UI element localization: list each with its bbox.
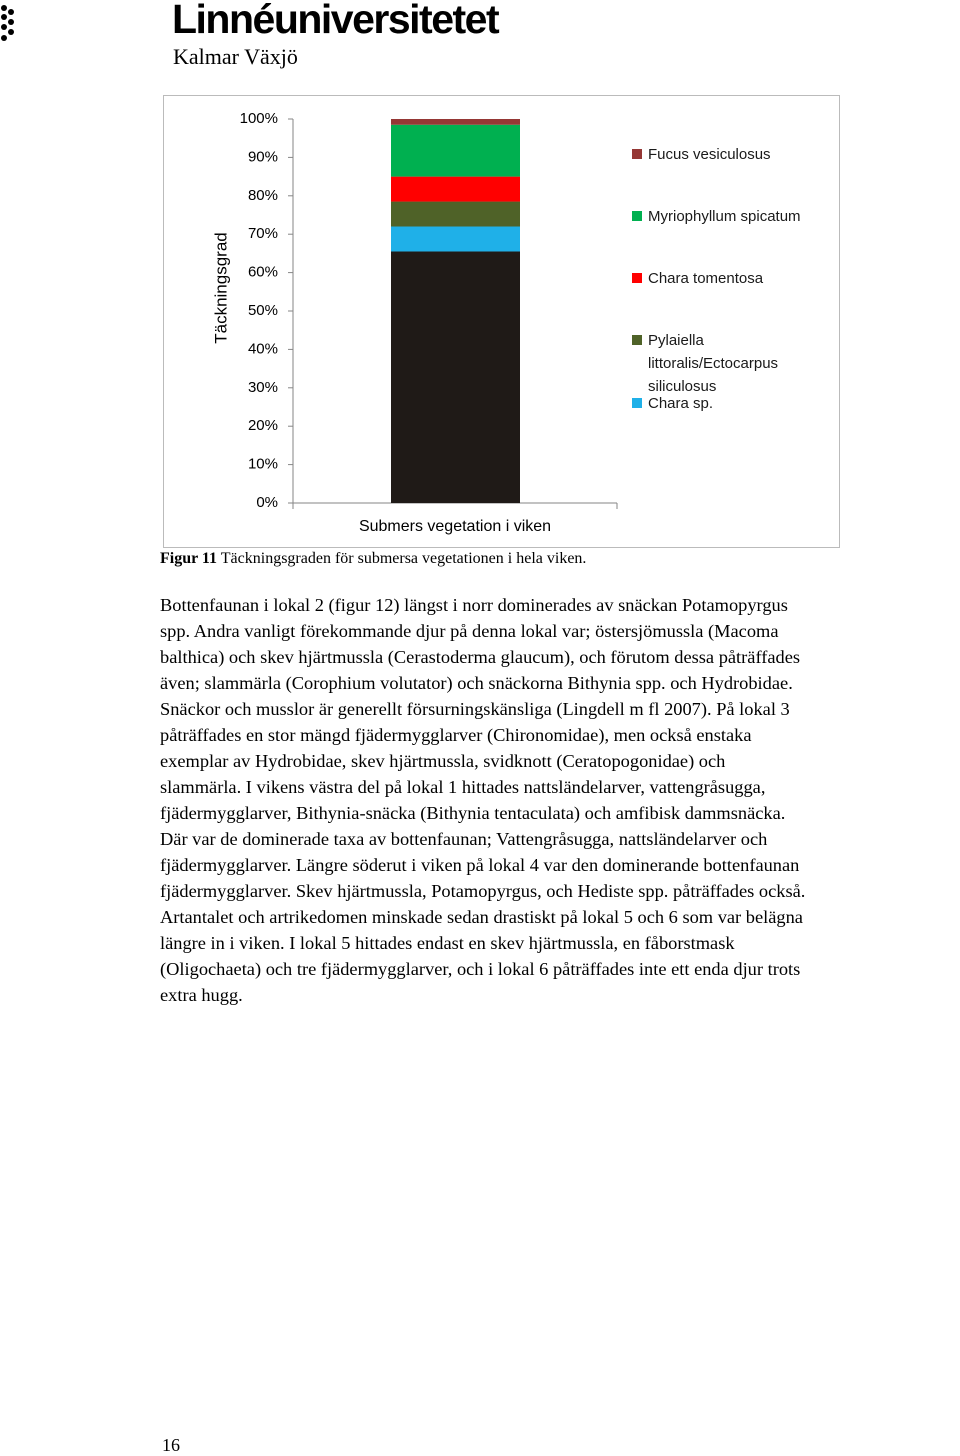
bar-segment bbox=[391, 251, 520, 503]
bar-segment bbox=[391, 176, 520, 202]
y-axis-title: Täckningsgrad bbox=[211, 232, 230, 344]
y-tick-label: 40% bbox=[248, 340, 278, 357]
logo-text: Linnéuniversitetet bbox=[172, 0, 500, 42]
text-line: fjädermygglarver. Längre söderut i viken… bbox=[160, 855, 800, 875]
y-tick-label: 20% bbox=[248, 417, 278, 434]
legend-swatch bbox=[632, 211, 642, 221]
bar-segment bbox=[391, 226, 520, 252]
legend-swatch bbox=[632, 398, 642, 408]
text-line: Bottenfaunan i lokal 2 (figur 12) längst… bbox=[160, 595, 788, 615]
page-number: 16 bbox=[162, 1435, 180, 1455]
text-line: exemplar av Hydrobidae, skev hjärtmussla… bbox=[160, 751, 726, 771]
text-line: balthica) och skev hjärtmussla (Cerastod… bbox=[160, 647, 801, 667]
text-line: fjädermygglarver. Skev hjärtmussla, Pota… bbox=[160, 881, 806, 901]
figure-caption: Figur 11 Täckningsgraden för submersa ve… bbox=[160, 550, 586, 568]
text-line: extra hugg. bbox=[160, 985, 243, 1005]
text-line: (Oligochaeta) och tre fjädermygglarver, … bbox=[160, 959, 801, 979]
bar-segment bbox=[391, 124, 520, 177]
legend-label: Chara sp. bbox=[648, 394, 714, 412]
text-line: Artantalet och artrikedomen minskade sed… bbox=[160, 907, 803, 927]
y-tick-label: 50% bbox=[248, 302, 278, 319]
y-tick-label: 100% bbox=[240, 110, 278, 127]
y-tick-label: 70% bbox=[248, 225, 278, 242]
logo-icon bbox=[1, 5, 14, 41]
y-tick-label: 0% bbox=[256, 494, 278, 511]
text-line: påträffades en stor mängd fjädermygglarv… bbox=[160, 725, 752, 745]
body-text: Bottenfaunan i lokal 2 (figur 12) längst… bbox=[160, 592, 805, 1008]
text-line: Där var de dominerade taxa av bottenfaun… bbox=[160, 829, 768, 849]
legend-label: Chara tomentosa bbox=[648, 269, 764, 287]
text-line: längre in i viken. I lokal 5 hittades en… bbox=[160, 933, 735, 953]
text-line: Snäckor och musslor är generellt försurn… bbox=[160, 699, 790, 719]
x-tick-label: Submers vegetation i viken bbox=[359, 518, 551, 535]
y-tick-label: 30% bbox=[248, 379, 278, 396]
legend-label: Fucus vesiculosus bbox=[648, 145, 771, 163]
y-tick-label: 60% bbox=[248, 264, 278, 281]
text-line: fjädermygglarver, Bithynia-snäcka (Bithy… bbox=[160, 803, 786, 823]
legend-label: Pylaiella littoralis/Ectocarpus siliculo… bbox=[648, 331, 779, 395]
legend-swatch bbox=[632, 335, 642, 345]
campus-text: Kalmar Växjö bbox=[173, 44, 298, 69]
text-line: spp. Andra vanligt förekommande djur på … bbox=[160, 621, 779, 641]
caption-text: Täckningsgraden för submersa vegetatione… bbox=[220, 550, 587, 567]
legend-label: Myriophyllum spicatum bbox=[648, 207, 801, 225]
bar-segment bbox=[391, 119, 520, 125]
y-tick-label: 10% bbox=[248, 456, 278, 473]
caption-label: Figur 11 bbox=[160, 550, 218, 567]
bar-segment bbox=[391, 201, 520, 227]
text-line: även; slammärla (Corophium volutator) oc… bbox=[160, 673, 793, 693]
legend-swatch bbox=[632, 149, 642, 159]
text-line: slammärla. I vikens västra del på lokal … bbox=[160, 777, 766, 797]
y-tick-label: 90% bbox=[248, 148, 278, 165]
y-tick-label: 80% bbox=[248, 187, 278, 204]
legend-swatch bbox=[632, 273, 642, 283]
